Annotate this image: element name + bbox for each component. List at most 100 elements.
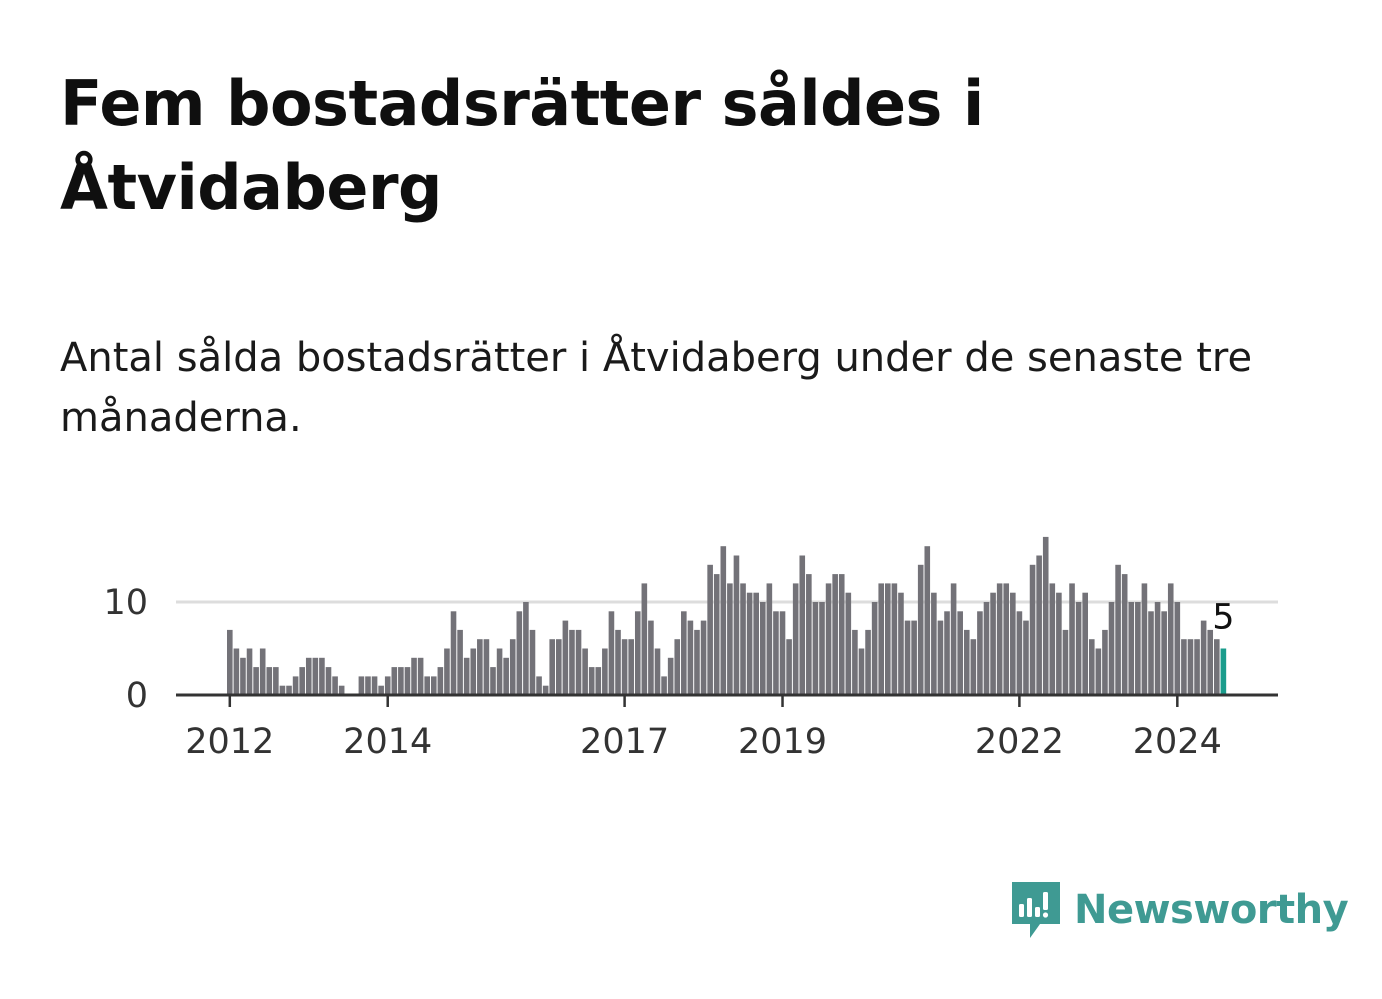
bar [463, 657, 470, 695]
y-tick-label: 10 [103, 583, 148, 623]
bar [1181, 639, 1187, 695]
bar [674, 639, 681, 695]
bar [398, 667, 404, 695]
bar [1069, 583, 1075, 695]
bar [957, 611, 963, 695]
bar [1036, 555, 1042, 695]
bar [305, 657, 312, 695]
bar [1121, 574, 1128, 695]
bar [904, 620, 911, 695]
bar [759, 602, 766, 695]
bar [654, 648, 661, 695]
bar [299, 667, 305, 695]
bar [937, 620, 944, 695]
newsworthy-logo-icon [1012, 882, 1060, 938]
x-tick-label: 2019 [738, 722, 827, 762]
bar [832, 574, 838, 695]
bar [812, 602, 819, 695]
bar [1075, 602, 1082, 695]
bar [556, 639, 562, 695]
bar [996, 583, 1003, 695]
bar [378, 685, 384, 695]
bar [1135, 602, 1141, 695]
bar [273, 667, 279, 695]
bar [371, 676, 378, 695]
bar [1102, 629, 1108, 695]
bar [588, 667, 595, 695]
bar [819, 602, 825, 695]
axis-layer [176, 693, 1278, 707]
chart-title: Fem bostadsrätter såldes i Åtvidaberg [60, 67, 984, 224]
bar [430, 676, 437, 695]
bar [970, 639, 977, 695]
bar [891, 583, 898, 695]
bar [1003, 583, 1010, 695]
bar [457, 629, 463, 695]
bar [549, 639, 556, 695]
bar [634, 611, 641, 695]
bar [411, 657, 417, 695]
bar [1148, 611, 1154, 695]
bar [365, 676, 371, 695]
bar [384, 676, 391, 695]
bar [1115, 564, 1121, 695]
bar [931, 592, 937, 695]
bar [477, 639, 483, 695]
bar [661, 676, 667, 695]
bar [1095, 648, 1102, 695]
bar [1214, 639, 1220, 695]
bar [450, 611, 457, 695]
bar [1023, 620, 1029, 695]
bar [582, 648, 588, 695]
bar [1141, 583, 1148, 695]
x-tick-label: 2014 [343, 722, 432, 762]
bar [503, 657, 509, 695]
bar [990, 592, 996, 695]
bar [602, 648, 608, 695]
bar [483, 639, 490, 695]
bar [641, 583, 648, 695]
bar [608, 611, 615, 695]
bar [766, 583, 773, 695]
bar [227, 629, 233, 695]
bar [279, 685, 286, 695]
bar [838, 574, 845, 695]
bar [1161, 611, 1167, 695]
bar [799, 555, 806, 695]
bar [733, 555, 740, 695]
logo-text: Newsworthy [1074, 887, 1349, 933]
bar [529, 629, 536, 695]
bar [871, 602, 878, 695]
x-tick-label: 2012 [185, 722, 274, 762]
bar [523, 602, 529, 695]
bar [885, 583, 891, 695]
bar [1062, 629, 1069, 695]
bar [286, 685, 292, 695]
bar [516, 611, 523, 695]
bar [1049, 583, 1056, 695]
bar [1200, 620, 1207, 695]
bar [845, 592, 852, 695]
bar [786, 639, 792, 695]
bar [1082, 592, 1088, 695]
bar [338, 685, 345, 695]
bar [648, 620, 654, 695]
bar [404, 667, 411, 695]
bar [509, 639, 516, 695]
bar [417, 657, 424, 695]
bar [1108, 602, 1115, 695]
bar [1167, 583, 1174, 695]
bar [1154, 602, 1161, 695]
x-tick-label: 2024 [1133, 722, 1222, 762]
bar [720, 546, 727, 695]
bar [727, 583, 733, 695]
bar [1174, 602, 1181, 695]
bar [700, 620, 707, 695]
bar [292, 676, 299, 695]
bar [621, 639, 628, 695]
bar [595, 667, 602, 695]
y-tick-label: 0 [126, 676, 148, 716]
bar [470, 648, 477, 695]
bar [569, 629, 575, 695]
bar [536, 676, 542, 695]
